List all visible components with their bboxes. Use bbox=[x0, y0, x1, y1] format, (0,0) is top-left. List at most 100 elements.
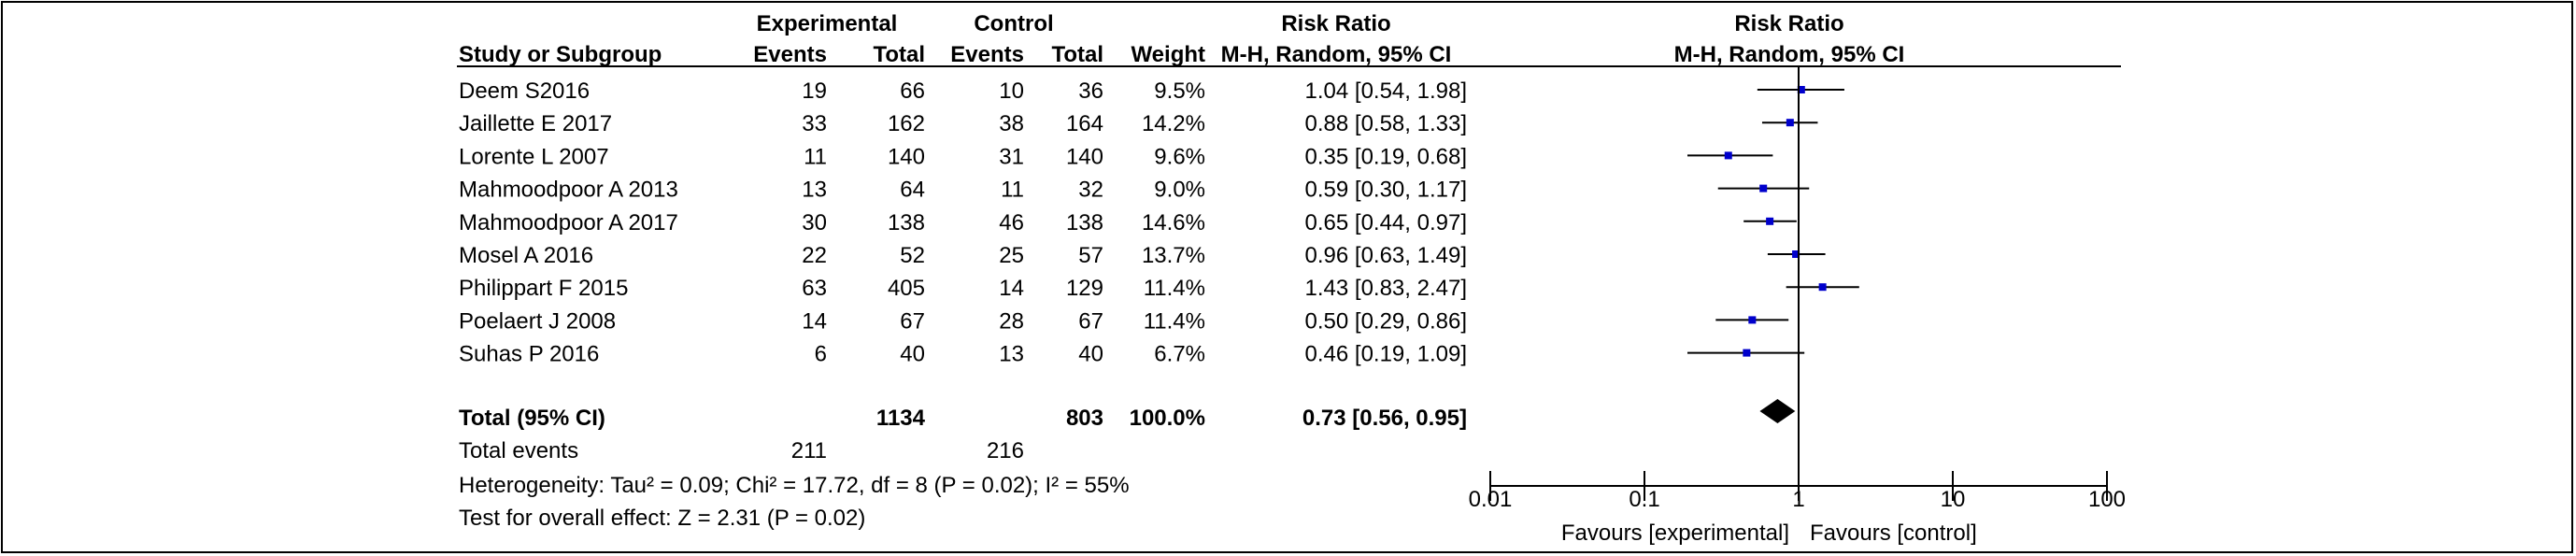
plot-area bbox=[1686, 66, 1859, 486]
ctrl-total: 129 bbox=[1066, 276, 1103, 301]
exp-total: 140 bbox=[888, 144, 925, 169]
header-method-table: M-H, Random, 95% CI bbox=[1221, 42, 1452, 67]
ctrl-events: 31 bbox=[999, 144, 1024, 169]
ctrl-events: 38 bbox=[999, 111, 1024, 136]
exp-total: 52 bbox=[900, 243, 925, 268]
ctrl-total: 36 bbox=[1078, 78, 1103, 104]
header-study: Study or Subgroup bbox=[459, 42, 662, 67]
point-estimate-marker bbox=[1724, 151, 1732, 160]
study-weight: 14.6% bbox=[1142, 210, 1205, 235]
heterogeneity-text: Heterogeneity: Tau² = 0.09; Chi² = 17.72… bbox=[459, 473, 1130, 498]
favours-experimental: Favours [experimental] bbox=[1561, 520, 1789, 546]
overall-effect-text: Test for overall effect: Z = 2.31 (P = 0… bbox=[459, 506, 865, 531]
header-risk-ratio-table: Risk Ratio bbox=[1281, 11, 1390, 36]
point-estimate-marker bbox=[1786, 119, 1794, 127]
study-name: Jaillette E 2017 bbox=[459, 111, 612, 136]
total-ctrl-total: 803 bbox=[1066, 406, 1103, 431]
study-weight: 14.2% bbox=[1142, 111, 1205, 136]
exp-total: 66 bbox=[900, 78, 925, 104]
point-estimate-marker bbox=[1818, 283, 1827, 292]
total-label: Total (95% CI) bbox=[459, 406, 605, 431]
study-name: Mahmoodpoor A 2013 bbox=[459, 178, 678, 203]
exp-events: 11 bbox=[804, 144, 827, 169]
exp-total: 138 bbox=[888, 210, 925, 235]
exp-events: 14 bbox=[802, 308, 827, 334]
ctrl-events: 46 bbox=[999, 210, 1024, 235]
point-estimate-marker bbox=[1743, 349, 1751, 357]
ctrl-events: 13 bbox=[999, 342, 1024, 367]
point-estimate-marker bbox=[1797, 86, 1805, 93]
exp-total: 40 bbox=[900, 342, 925, 367]
header-ctrl-total: Total bbox=[1051, 42, 1103, 67]
x-tick-label: 10 bbox=[1941, 487, 1966, 512]
study-weight: 13.7% bbox=[1142, 243, 1205, 268]
x-tick-label: 100 bbox=[2088, 487, 2126, 512]
point-estimate-marker bbox=[1748, 316, 1757, 324]
exp-events: 6 bbox=[815, 342, 827, 367]
study-ci-text: 0.88 [0.58, 1.33] bbox=[1305, 111, 1467, 136]
exp-events: 33 bbox=[802, 111, 827, 136]
total-weight: 100.0% bbox=[1130, 406, 1205, 431]
study-ci-text: 1.43 [0.83, 2.47] bbox=[1305, 276, 1467, 301]
study-ci-text: 0.35 [0.19, 0.68] bbox=[1305, 144, 1467, 169]
study-ci-text: 0.46 [0.19, 1.09] bbox=[1305, 342, 1467, 367]
ctrl-total: 32 bbox=[1078, 178, 1103, 203]
ctrl-total: 164 bbox=[1066, 111, 1103, 136]
point-estimate-marker bbox=[1759, 184, 1768, 192]
total-exp-total: 1134 bbox=[876, 406, 926, 431]
header-exp-events: Events bbox=[753, 42, 827, 67]
study-ci-text: 0.96 [0.63, 1.49] bbox=[1305, 243, 1467, 268]
study-name: Poelaert J 2008 bbox=[459, 308, 616, 334]
x-tick-label: 0.1 bbox=[1629, 487, 1659, 512]
exp-events: 13 bbox=[802, 178, 827, 203]
study-weight: 9.5% bbox=[1154, 78, 1205, 104]
header-weight: Weight bbox=[1131, 42, 1205, 67]
study-weight: 11.4% bbox=[1144, 276, 1205, 301]
exp-events: 19 bbox=[802, 78, 827, 104]
header-control: Control bbox=[974, 11, 1053, 36]
x-axis: 0.01 0.1 1 10 100 bbox=[1469, 471, 2126, 512]
study-ci-text: 1.04 [0.54, 1.98] bbox=[1305, 78, 1467, 104]
x-tick-label: 1 bbox=[1792, 487, 1804, 512]
study-ci-text: 0.59 [0.30, 1.17] bbox=[1305, 178, 1467, 203]
header-exp-total: Total bbox=[873, 42, 925, 67]
ctrl-total: 40 bbox=[1078, 342, 1103, 367]
favours-control: Favours [control] bbox=[1810, 520, 1977, 546]
ctrl-events: 25 bbox=[999, 243, 1024, 268]
total-events-label: Total events bbox=[459, 438, 578, 463]
x-tick-label: 0.01 bbox=[1469, 487, 1513, 512]
total-events-ctrl: 216 bbox=[987, 438, 1024, 463]
header-experimental: Experimental bbox=[757, 11, 898, 36]
exp-total: 405 bbox=[888, 276, 925, 301]
ctrl-total: 57 bbox=[1078, 243, 1103, 268]
ctrl-total: 140 bbox=[1066, 144, 1103, 169]
study-ci-text: 0.50 [0.29, 0.86] bbox=[1305, 308, 1467, 334]
study-weight: 11.4% bbox=[1144, 308, 1205, 334]
study-name: Suhas P 2016 bbox=[459, 342, 599, 367]
total-diamond bbox=[1759, 399, 1796, 423]
study-weight: 9.0% bbox=[1154, 178, 1205, 203]
study-weight: 6.7% bbox=[1154, 342, 1205, 367]
exp-events: 22 bbox=[802, 243, 827, 268]
header-method-plot: M-H, Random, 95% CI bbox=[1674, 42, 1905, 67]
exp-total: 64 bbox=[900, 178, 925, 203]
exp-total: 162 bbox=[888, 111, 925, 136]
total-events-exp: 211 bbox=[791, 438, 827, 463]
study-rows: Deem S2016 19 66 10 36 9.5% 1.04 [0.54, 1.98] J… bbox=[459, 78, 1467, 367]
study-weight: 9.6% bbox=[1154, 144, 1205, 169]
ctrl-total: 67 bbox=[1078, 308, 1103, 334]
study-name: Mahmoodpoor A 2017 bbox=[459, 210, 678, 235]
ctrl-total: 138 bbox=[1066, 210, 1103, 235]
total-ci: 0.73 [0.56, 0.95] bbox=[1302, 406, 1467, 431]
study-ci-text: 0.65 [0.44, 0.97] bbox=[1305, 210, 1467, 235]
exp-events: 63 bbox=[802, 276, 827, 301]
ctrl-events: 14 bbox=[999, 276, 1024, 301]
study-name: Philippart F 2015 bbox=[459, 276, 628, 301]
study-name: Deem S2016 bbox=[459, 78, 590, 104]
exp-events: 30 bbox=[802, 210, 827, 235]
study-name: Lorente L 2007 bbox=[459, 144, 609, 169]
study-name: Mosel A 2016 bbox=[459, 243, 593, 268]
ctrl-events: 11 bbox=[1001, 178, 1024, 203]
point-estimate-marker bbox=[1766, 217, 1774, 225]
